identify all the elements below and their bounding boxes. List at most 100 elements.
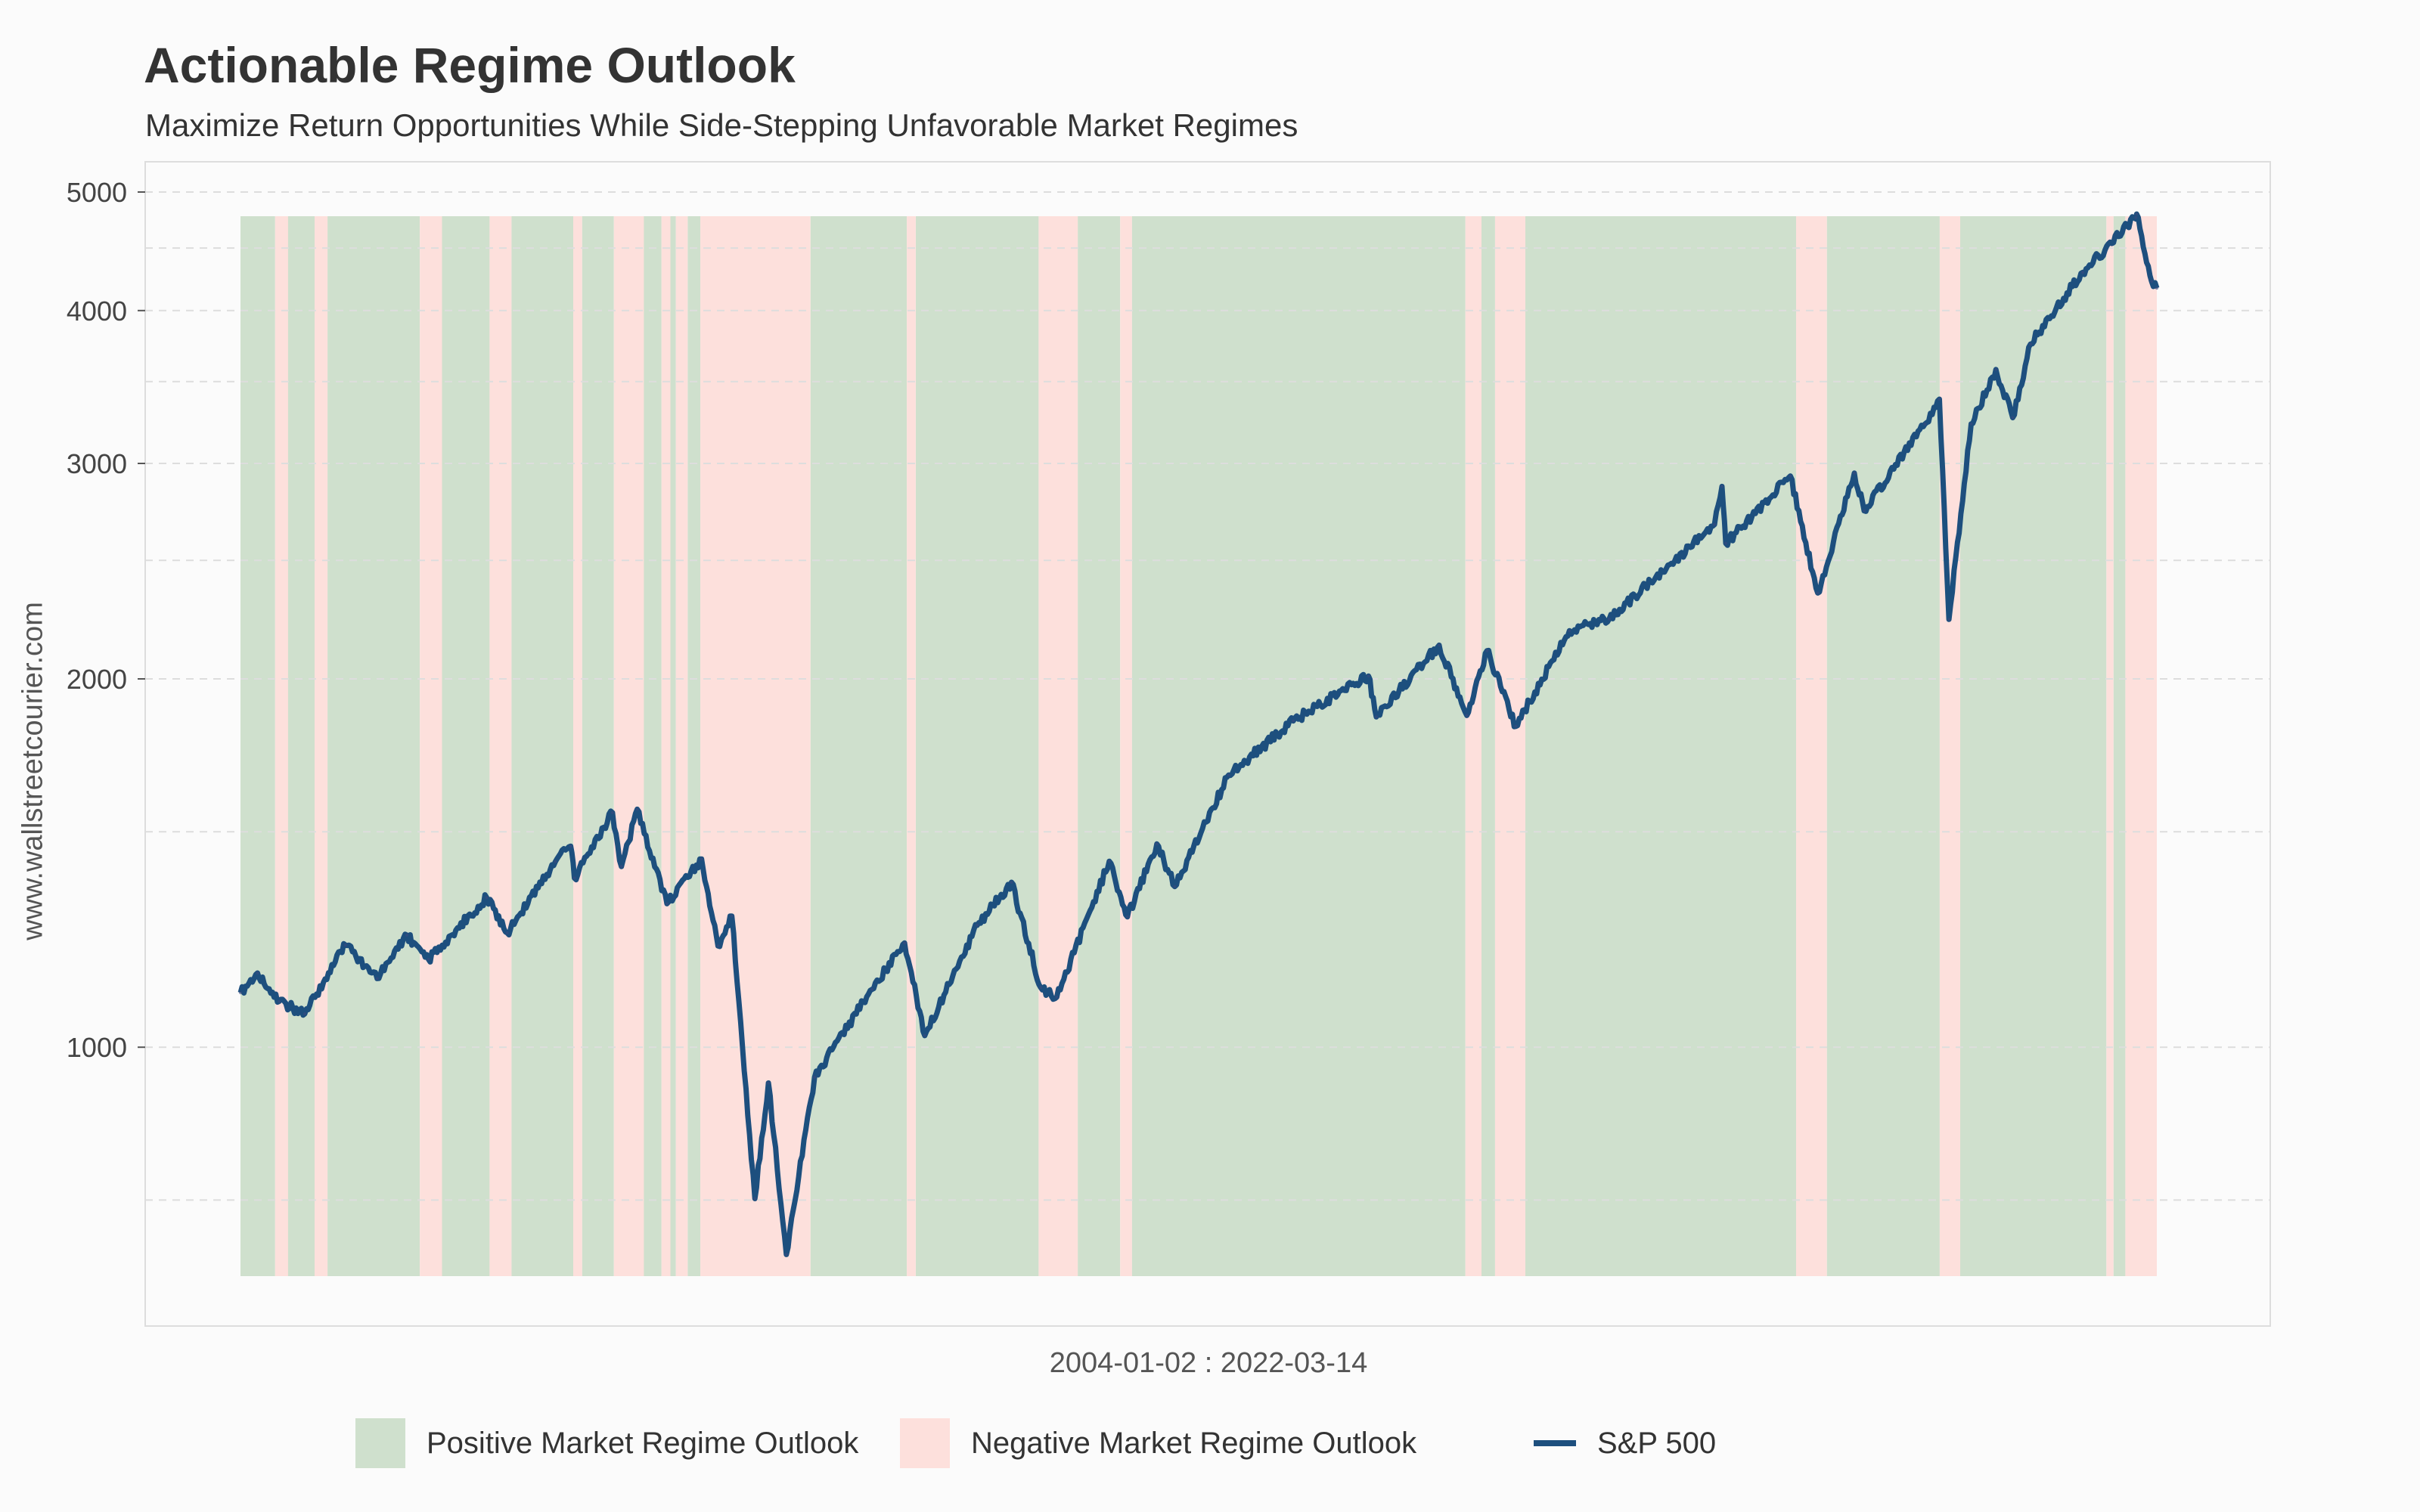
sp500-point: [1724, 541, 1727, 545]
sp500-point: [1485, 649, 1489, 652]
x-axis-label: 2004-01-02 : 2022-03-14: [1049, 1347, 1368, 1379]
y-tick-label: 2000: [67, 664, 127, 695]
regime-band-positive: [687, 216, 701, 1276]
chart-title: Actionable Regime Outlook: [144, 37, 796, 93]
sp500-point: [1969, 422, 1973, 426]
regime-band-negative: [1120, 216, 1132, 1276]
legend-item-positive: Positive Market Regime Outlook: [355, 1418, 858, 1468]
sp500-point: [1107, 860, 1111, 863]
legend-swatch-positive: [355, 1418, 405, 1468]
regime-band-positive: [1960, 216, 2107, 1276]
sp500-point: [1994, 367, 1998, 371]
sp500-point: [572, 876, 576, 880]
regime-band-positive: [511, 216, 573, 1276]
sp500-point: [1173, 885, 1177, 888]
sp500-point: [923, 1033, 926, 1037]
regime-band-negative: [1939, 216, 1960, 1276]
regime-band-positive: [287, 216, 315, 1276]
sp500-point: [278, 999, 281, 1003]
sp500-point: [2155, 287, 2158, 290]
sp500-point: [1039, 986, 1043, 990]
sp500-point: [505, 931, 509, 934]
sp500-point: [1465, 714, 1469, 717]
sp500-point: [1367, 674, 1370, 678]
sp500-point: [303, 1012, 306, 1015]
regime-band-negative: [675, 216, 688, 1276]
regime-band-positive: [1826, 216, 1940, 1276]
regime-band-negative: [613, 216, 644, 1276]
sp500-point: [2134, 215, 2138, 219]
sp500-point: [1055, 995, 1059, 999]
sp500-point: [903, 941, 907, 945]
regime-band-positive: [1078, 216, 1121, 1276]
legend-label-sp500: S&P 500: [1597, 1426, 1717, 1460]
chart-subtitle: Maximize Return Opportunities While Side…: [145, 107, 1298, 143]
regime-band-negative: [1465, 216, 1482, 1276]
sp500-point: [870, 987, 873, 991]
sp500-line: [237, 211, 2160, 1257]
sp500-point: [256, 971, 259, 974]
sp500-point: [1125, 915, 1129, 919]
sp500-point: [2081, 271, 2084, 274]
sp500-point: [1010, 881, 1013, 884]
sp500-point: [405, 933, 408, 937]
legend: Positive Market Regime Outlook Negative …: [0, 1415, 2420, 1476]
sp500-point: [1947, 618, 1951, 621]
regime-bands: [240, 216, 2157, 1276]
regime-band-negative: [275, 216, 288, 1276]
sp500-point: [2135, 212, 2139, 216]
regime-band-negative: [420, 216, 442, 1276]
sp500-point: [1227, 773, 1230, 777]
sp500-point: [767, 1081, 771, 1085]
sp500-point: [569, 844, 572, 848]
regime-band-positive: [916, 216, 1039, 1276]
sp500-point: [239, 991, 242, 995]
sp500-point: [700, 857, 703, 861]
sp500-point: [1514, 724, 1518, 728]
regime-band-negative: [700, 216, 811, 1276]
sp500-point: [716, 944, 720, 948]
y-tick-label: 4000: [67, 296, 127, 327]
regime-band-negative: [489, 216, 512, 1276]
sp500-point: [753, 1197, 757, 1201]
y-axis-label: www.wallstreetcourier.com: [17, 602, 49, 940]
y-axis-ticks: 1000 2000 3000 4000 5000: [67, 177, 145, 1063]
y-tick-label: 5000: [67, 177, 127, 208]
legend-item-negative: Negative Market Regime Outlook: [900, 1418, 1416, 1468]
sp500-point: [1292, 719, 1295, 723]
sp500-point: [1863, 509, 1866, 513]
y-tick-label: 1000: [67, 1032, 127, 1063]
sp500-point: [635, 807, 639, 811]
legend-line-sp500: [1534, 1440, 1576, 1446]
regime-band-positive: [670, 216, 676, 1276]
sp500-point: [1720, 485, 1723, 488]
sp500-point: [1923, 422, 1927, 426]
sp500-point: [343, 943, 347, 947]
regime-band-positive: [582, 216, 614, 1276]
sp500-point: [1374, 715, 1378, 719]
grid-lines: [145, 191, 2270, 1201]
sp500-point: [784, 1253, 788, 1256]
regime-band-negative: [2106, 216, 2114, 1276]
regime-band-negative: [2125, 216, 2157, 1276]
sp500-point: [2029, 342, 2032, 346]
y-tick-label: 3000: [67, 448, 127, 479]
sp500-point: [619, 865, 623, 869]
sp500-point: [1155, 842, 1159, 846]
regime-band-positive: [240, 216, 275, 1276]
sp500-point: [1938, 398, 1941, 401]
sp500-point: [427, 957, 430, 961]
sp500-point: [1853, 471, 1856, 475]
sp500-point: [730, 914, 734, 918]
sp500-point: [1568, 629, 1571, 633]
chart-svg: 1000 2000 3000 4000 5000: [67, 161, 2271, 1327]
regime-band-negative: [1796, 216, 1827, 1276]
legend-label-positive: Positive Market Regime Outlook: [427, 1426, 859, 1460]
sp500-point: [976, 923, 979, 927]
sp500-point: [1607, 617, 1611, 621]
regime-band-positive: [1525, 216, 1796, 1276]
legend-label-negative: Negative Market Regime Outlook: [971, 1426, 1417, 1460]
regime-band-positive: [327, 216, 420, 1276]
regime-band-positive: [1481, 216, 1495, 1276]
sp500-point: [665, 902, 669, 906]
